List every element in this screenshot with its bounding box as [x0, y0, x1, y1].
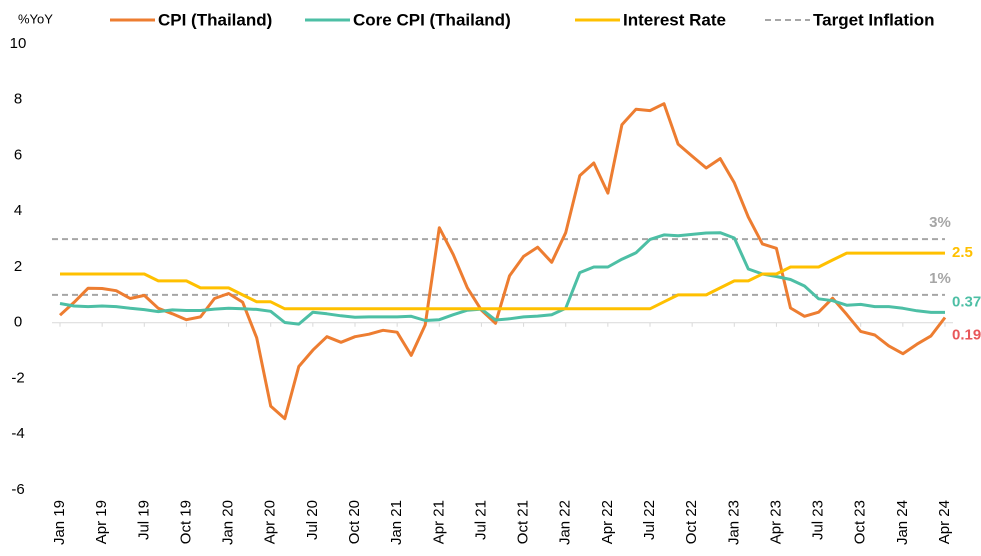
- x-tick-label: Jan 19: [51, 500, 68, 545]
- target-label: 3%: [929, 214, 951, 231]
- x-tick-label: Oct 22: [683, 500, 700, 544]
- y-tick-label: 8: [14, 91, 22, 108]
- y-tick-label: 2: [14, 258, 22, 275]
- x-tick-label: Oct 21: [515, 500, 532, 544]
- x-tick-label: Jul 22: [641, 500, 658, 540]
- x-tick-label: Apr 23: [767, 500, 784, 544]
- x-tick-label: Jan 22: [557, 500, 574, 545]
- x-tick-label: Apr 24: [936, 500, 953, 544]
- x-tick-label: Apr 21: [430, 500, 447, 544]
- x-tick-label: Apr 19: [93, 500, 110, 544]
- legend-label: Core CPI (Thailand): [353, 10, 511, 29]
- series-line: [60, 251, 945, 311]
- legend-label: Target Inflation: [813, 10, 935, 29]
- series-line: [58, 102, 947, 421]
- x-tick-label: Jan 21: [388, 500, 405, 545]
- y-tick-label: -2: [11, 369, 24, 386]
- y-tick-label: 0: [14, 314, 22, 331]
- target-label: 1%: [929, 270, 951, 287]
- x-tick-label: Apr 22: [599, 500, 616, 544]
- y-axis-label: %YoY: [18, 11, 53, 26]
- x-tick-label: Jul 21: [472, 500, 489, 540]
- x-tick-label: Oct 19: [177, 500, 194, 544]
- y-tick-label: 6: [14, 146, 22, 163]
- y-tick-label: 10: [10, 35, 27, 52]
- x-tick-label: Jul 19: [135, 500, 152, 540]
- end-label: 0.37: [952, 293, 981, 310]
- x-tick-label: Jul 23: [810, 500, 827, 540]
- legend-label: Interest Rate: [623, 10, 726, 29]
- x-tick-label: Jul 20: [304, 500, 321, 540]
- legend-label: CPI (Thailand): [158, 10, 272, 29]
- x-tick-label: Jan 20: [220, 500, 237, 545]
- x-tick-label: Jan 24: [894, 500, 911, 545]
- series-line: [59, 231, 945, 326]
- y-tick-label: 4: [14, 202, 22, 219]
- x-tick-label: Apr 20: [262, 500, 279, 544]
- x-tick-label: Jan 23: [725, 500, 742, 545]
- x-tick-label: Oct 20: [346, 500, 363, 544]
- x-tick-label: Oct 23: [852, 500, 869, 544]
- y-tick-label: -6: [11, 481, 24, 498]
- y-tick-label: -4: [11, 425, 24, 442]
- end-label: 2.5: [952, 244, 973, 261]
- end-label: 0.19: [952, 326, 981, 343]
